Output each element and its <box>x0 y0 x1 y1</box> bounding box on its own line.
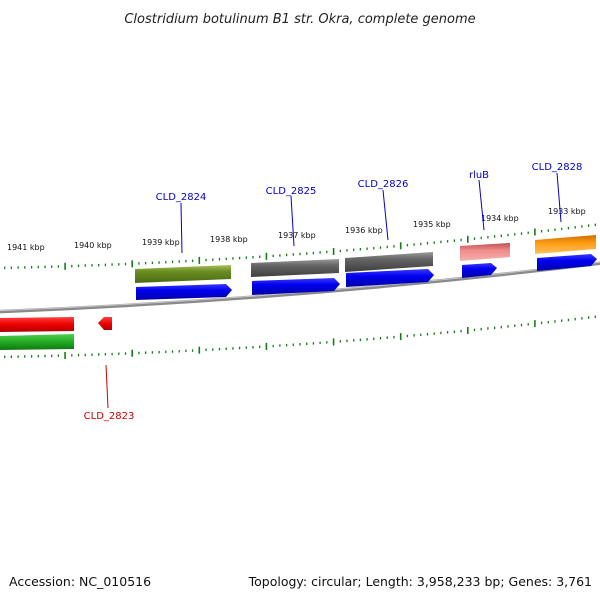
leader-cld-2828 <box>556 172 562 223</box>
gene-rlub-feature[interactable] <box>460 243 510 261</box>
accession-text: Accession: NC_010516 <box>9 574 151 589</box>
leader-cld-2824 <box>180 202 183 254</box>
cds-arrows-upper <box>136 254 597 300</box>
gene-cld-2825-feature[interactable] <box>251 259 339 277</box>
lower-scale-ticks <box>4 315 596 359</box>
map-title: Clostridium botulinum B1 str. Okra, comp… <box>124 12 475 27</box>
gene-features-lower <box>0 317 112 350</box>
cds-cld-2823-arrow[interactable] <box>98 317 112 330</box>
leader-cld-2826 <box>382 189 389 241</box>
cds-reverse-red-bar[interactable] <box>0 317 74 332</box>
scale-label: 1933 kbp <box>548 207 586 216</box>
scale-label: 1936 kbp <box>345 226 383 235</box>
gene-reverse-green-bar[interactable] <box>0 334 74 350</box>
cds-cld-2826-arrow[interactable] <box>346 269 434 287</box>
gene-label-cld-2823[interactable]: CLD_2823 <box>84 411 135 422</box>
genome-backbone <box>0 261 600 314</box>
scale-labels: 1941 kbp 1940 kbp 1939 kbp 1938 kbp 1937… <box>7 207 586 252</box>
scale-label: 1935 kbp <box>413 220 451 229</box>
gene-cld-2828-feature[interactable] <box>535 235 596 254</box>
label-leaders <box>105 172 562 409</box>
gene-label-cld-2824[interactable]: CLD_2824 <box>156 192 207 203</box>
gene-label-cld-2826[interactable]: CLD_2826 <box>358 179 409 190</box>
scale-label: 1940 kbp <box>74 241 112 250</box>
cds-cld-2825-arrow[interactable] <box>252 278 340 295</box>
cds-rlub-arrow[interactable] <box>462 263 497 278</box>
scale-label: 1938 kbp <box>210 235 248 244</box>
scale-label: 1937 kbp <box>278 231 316 240</box>
leader-cld-2823 <box>105 364 109 409</box>
gene-label-cld-2825[interactable]: CLD_2825 <box>266 186 317 197</box>
scale-label: 1939 kbp <box>142 238 180 247</box>
gene-labels: CLD_2824 CLD_2825 CLD_2826 rluB CLD_2828… <box>84 162 583 422</box>
cds-cld-2828-arrow[interactable] <box>537 254 597 271</box>
upper-scale-ticks <box>4 223 596 270</box>
topology-text: Topology: circular; Length: 3,958,233 bp… <box>248 574 592 589</box>
gene-label-rlub[interactable]: rluB <box>469 170 489 181</box>
scale-label: 1934 kbp <box>481 214 519 223</box>
scale-label: 1941 kbp <box>7 243 45 252</box>
gene-label-cld-2828[interactable]: CLD_2828 <box>532 162 583 173</box>
gene-features-upper <box>135 235 596 283</box>
gene-cld-2826-feature[interactable] <box>345 252 433 272</box>
leader-cld-2825 <box>290 195 295 247</box>
leader-rlub <box>478 179 485 231</box>
cds-cld-2824-arrow[interactable] <box>136 284 232 300</box>
gene-cld-2824-feature[interactable] <box>135 265 231 283</box>
